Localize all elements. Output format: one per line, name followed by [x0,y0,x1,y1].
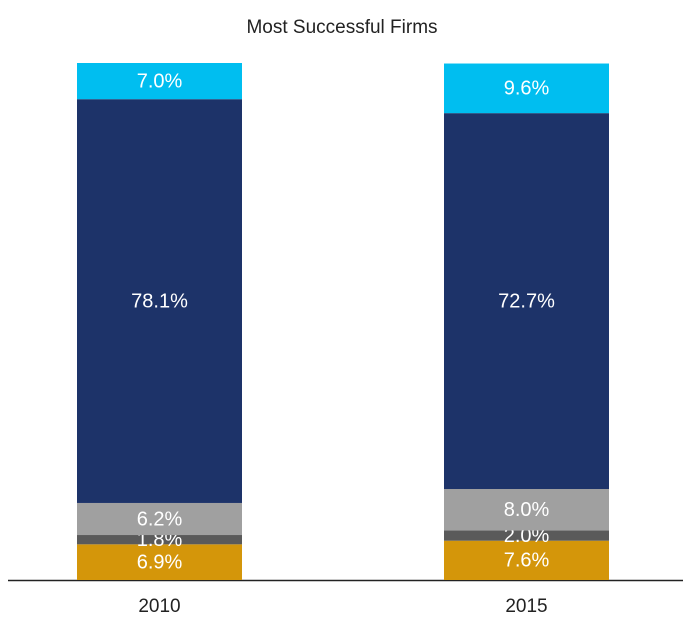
value-label: 7.6% [504,550,550,572]
bar-segment [444,113,609,490]
chart-title: Most Successful Firms [246,17,437,38]
x-tick-label: 2010 [138,596,180,617]
bar-segment [444,530,609,541]
bar-segment [77,63,242,100]
value-label: 72.7% [498,290,555,312]
value-label: 9.6% [504,78,550,100]
bar-segment [444,540,609,580]
bar-segment [444,489,609,531]
value-label: 6.9% [137,551,183,573]
bar-segment [77,502,242,536]
bar-segment [77,544,242,580]
bar-segment [444,63,609,114]
value-label: 7.0% [137,70,183,92]
bar-segment [77,99,242,503]
value-label: 78.1% [131,290,188,312]
value-label: 6.2% [137,508,183,530]
x-tick-label: 2015 [505,596,547,617]
bar-segment [77,535,242,545]
value-label: 8.0% [504,499,550,521]
